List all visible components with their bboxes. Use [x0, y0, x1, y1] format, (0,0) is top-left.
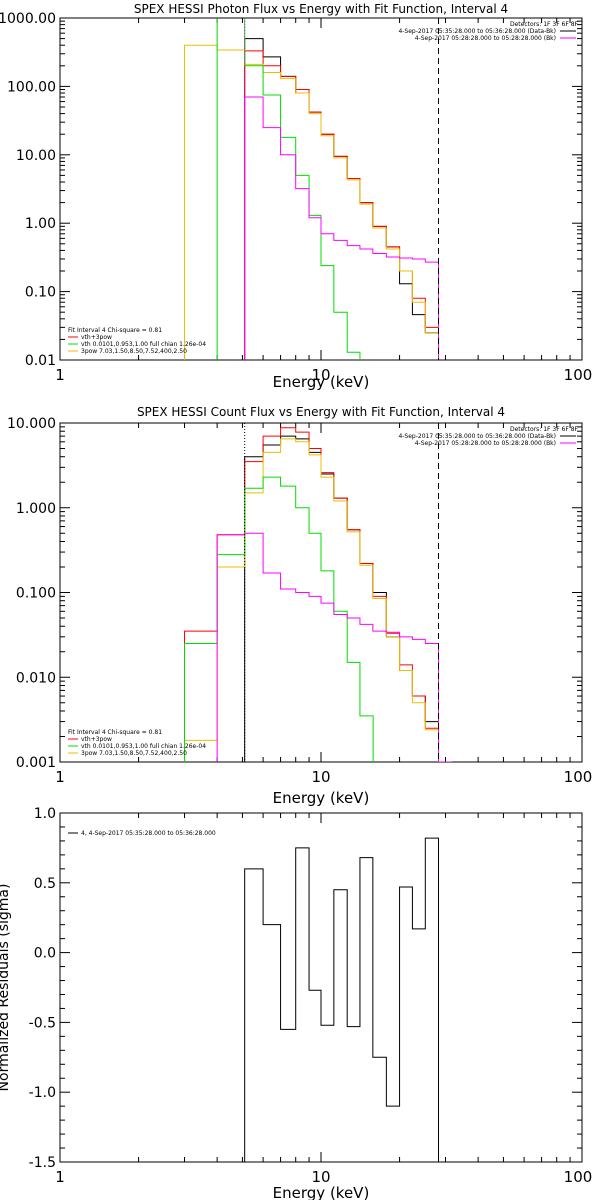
- series-group: [244, 837, 440, 1162]
- y-axis: 0.001 0.010 0.100 1.000 10.000: [7, 416, 582, 771]
- series-line-1: [244, 837, 440, 1162]
- legend-left-label: Fit Interval 4 Chi-square = 0.81: [68, 327, 162, 334]
- x-tick-label: 1: [55, 1168, 65, 1186]
- y-axis: 0.01 0.10 1.00 10.00 100.00 1000.00: [0, 11, 582, 369]
- legend-left-label: 3pow 7.03,1.50,8.50,7.52,400,2.50: [81, 348, 187, 355]
- series-line-2: [184, 427, 452, 762]
- y-tick-label: 10.00: [16, 148, 56, 164]
- legend-left-label: vth 0.0101,0.953,1.00 full chian 1.26e-0…: [81, 743, 206, 750]
- plot-frame: [59, 17, 583, 361]
- y-tick-label: 0.10: [25, 285, 56, 301]
- legend-right-label: Detectors: 1F 3F 6F 8F: [510, 21, 579, 28]
- legend-right-label: 4-Sep-2017 05:28:28.000 to 05:28:28.000 …: [415, 35, 556, 42]
- x-tick-label: 1: [55, 768, 65, 786]
- y-tick-label: 1.0: [34, 806, 56, 822]
- x-tick-label: 10: [311, 366, 330, 384]
- legend-right-label: 4-Sep-2017 05:28:28.000 to 05:28:28.000 …: [415, 440, 556, 447]
- y-tick-label: 0.001: [16, 755, 56, 771]
- series-line-1: [244, 435, 452, 762]
- y-tick-label: 1000.00: [0, 11, 56, 27]
- x-tick-label: 100: [564, 1168, 593, 1186]
- x-axis-label: Energy (keV): [273, 1184, 370, 1200]
- series-line-5: [216, 532, 452, 762]
- y-axis: -1.5 -1.0 -0.5 0.0 0.5 1.0: [29, 806, 582, 1171]
- legend-right-label: 4-Sep-2017 05:35:28.000 to 05:36:28.000 …: [398, 28, 556, 35]
- chart-panel-2: 1 10 100 Energy (keV) 0.001 0.010 0.100 1.000 10…: [7, 405, 592, 807]
- series-group: [184, 18, 453, 360]
- legend-left-label: 4, 4-Sep-2017 05:35:28.000 to 05:36:28.0…: [81, 830, 216, 837]
- series-line-4: [216, 18, 374, 360]
- x-axis-label: Energy (keV): [273, 789, 370, 807]
- y-tick-label: -0.5: [29, 1015, 56, 1031]
- y-tick-label: 0.010: [16, 670, 56, 686]
- y-tick-label: 1.000: [16, 501, 56, 517]
- y-tick-label: 100.00: [7, 79, 56, 95]
- legend-right-label: Detectors: 1F 3F 6F 8F: [510, 426, 579, 433]
- y-tick-label: -1.5: [29, 1155, 56, 1171]
- series-line-4: [184, 476, 374, 762]
- y-tick-label: -1.0: [29, 1085, 56, 1101]
- series-line-3: [184, 438, 452, 762]
- x-axis-label: Energy (keV): [273, 373, 370, 391]
- x-tick-label: 10: [311, 1168, 330, 1186]
- legend-right-label: 4-Sep-2017 05:35:28.000 to 05:36:28.000 …: [398, 433, 556, 440]
- y-tick-label: 1.00: [25, 216, 56, 232]
- y-tick-label: 0.100: [16, 586, 56, 602]
- series-line-3: [184, 44, 453, 360]
- legend-left-label: 3pow 7.03,1.50,8.50,7.52,400,2.50: [81, 750, 187, 757]
- series-line-1: [244, 38, 453, 360]
- x-tick-label: 10: [311, 768, 330, 786]
- series-group: [184, 427, 452, 762]
- legend-left-label: vth+3pow: [81, 736, 112, 743]
- series-line-5: [244, 96, 453, 360]
- y-tick-label: 0.5: [34, 876, 56, 892]
- y-tick-label: 0.0: [34, 946, 56, 962]
- chart-title: SPEX HESSI Photon Flux vs Energy with Fi…: [134, 2, 508, 16]
- chart-title: SPEX HESSI Count Flux vs Energy with Fit…: [137, 405, 505, 419]
- plot-frame: [59, 812, 583, 1163]
- x-tick-label: 1: [55, 366, 65, 384]
- x-tick-label: 100: [564, 768, 593, 786]
- x-tick-label: 100: [564, 366, 593, 384]
- legend-left-label: vth+3pow: [81, 334, 112, 341]
- y-tick-label: 0.01: [25, 353, 56, 369]
- legend-left-label: vth 0.0101,0.953,1.00 full chian 1.26e-0…: [81, 341, 206, 348]
- legend-left-label: Fit Interval 4 Chi-square = 0.81: [68, 729, 162, 736]
- y-tick-label: 10.000: [7, 416, 56, 432]
- chart-panel-3: 1 10 100 Energy (keV) -1.5 -1.0 -0.5 0.0 0.5 1.0 N…: [0, 806, 592, 1200]
- series-line-2: [244, 50, 453, 360]
- chart-panel-1: 1 10 100 Energy (keV) 0.01 0.10 1.00 10.00 100.0…: [0, 2, 592, 391]
- x-axis: 1 10 100: [55, 18, 592, 384]
- x-axis: 1 10 100: [55, 813, 592, 1186]
- y-axis-label: Normalized Residuals (sigma): [0, 884, 12, 1092]
